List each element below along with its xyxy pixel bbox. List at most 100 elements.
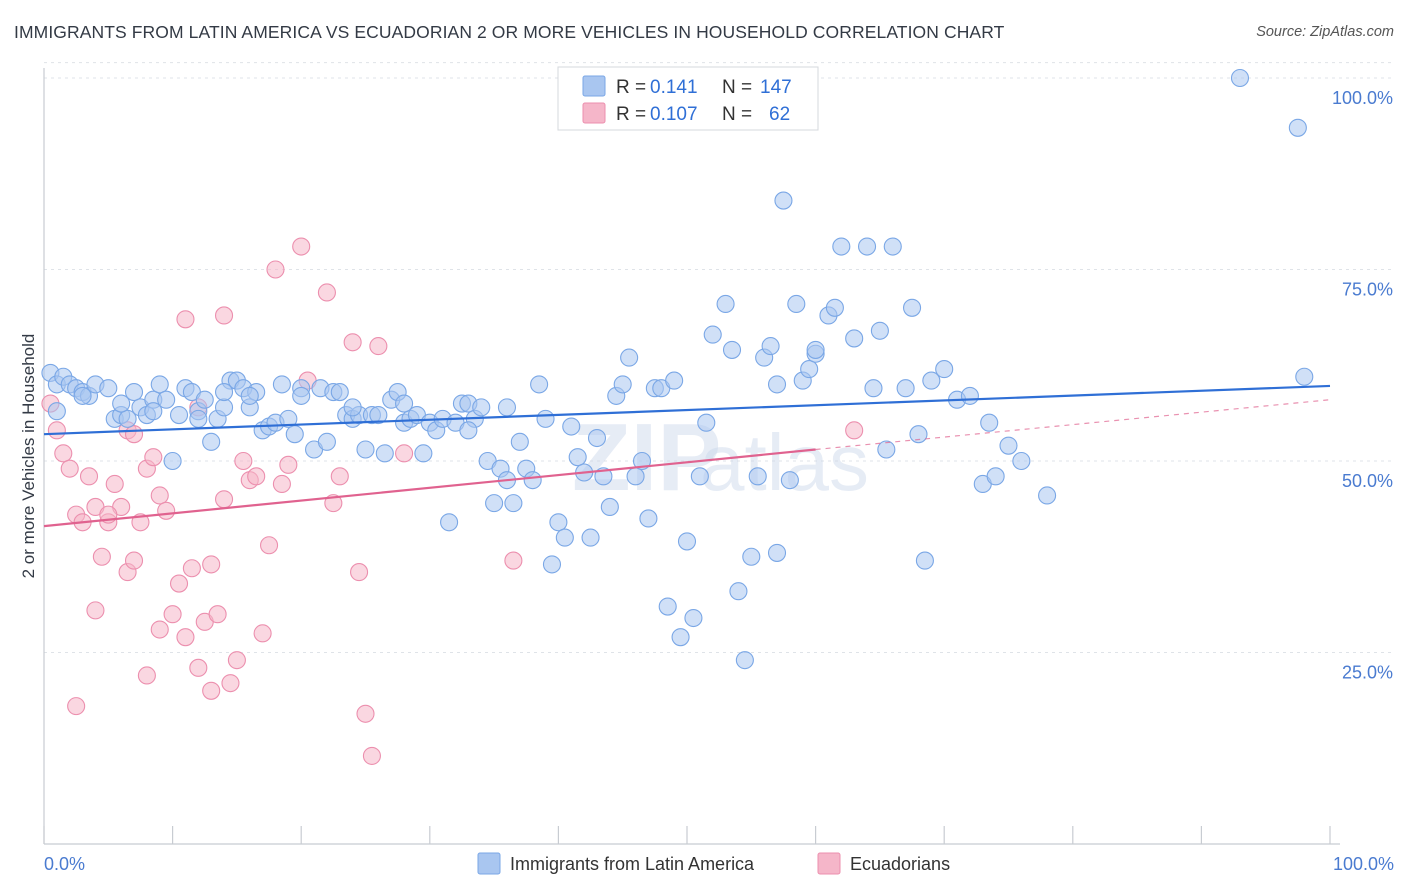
data-point-immigrants [343,398,362,417]
data-point-immigrants [150,375,169,394]
data-point-immigrants [845,329,864,348]
data-point-immigrants [864,379,883,398]
data-point-ecuadorians [395,444,414,463]
data-point-immigrants [356,440,375,459]
data-point-ecuadorians [247,467,266,486]
data-point-ecuadorians [253,624,272,643]
axes [43,68,1340,845]
data-point-immigrants [144,402,163,421]
data-point-ecuadorians [157,501,176,520]
data-point-immigrants [555,528,574,547]
data-point-immigrants [600,497,619,517]
data-point-immigrants [716,294,735,314]
data-point-immigrants [542,555,562,574]
data-point-immigrants [922,371,941,390]
data-point-immigrants [523,471,542,490]
data-point-immigrants [896,379,915,398]
data-point-immigrants [581,528,600,547]
data-point-immigrants [877,440,896,459]
data-point-immigrants [292,386,311,405]
data-point-immigrants [549,513,568,532]
data-point-ecuadorians [60,459,79,478]
data-point-immigrants [613,375,632,394]
series-ecuadorians [41,237,864,765]
data-point-immigrants [562,417,581,436]
data-point-immigrants [169,405,189,425]
data-point-immigrants [780,471,799,490]
data-point-ecuadorians [79,467,99,486]
data-point-ecuadorians [176,310,195,329]
legend-bottom-label-blue: Immigrants from Latin America [510,854,755,874]
data-point-immigrants [587,428,607,448]
y-axis-title: 2 or more Vehicles in Household [19,334,38,579]
data-point-ecuadorians [67,697,86,716]
data-point-ecuadorians [272,474,291,494]
data-point-ecuadorians [202,681,221,700]
legend-r-label-2: R = [616,104,646,125]
data-point-immigrants [414,444,433,463]
data-point-immigrants [214,398,234,417]
y-tick-label: 75.0% [1342,280,1393,300]
data-point-immigrants [620,348,639,367]
y-tick-label: 25.0% [1342,663,1393,683]
data-point-immigrants [697,413,716,432]
legend-n-value-2: 62 [769,104,790,125]
data-point-immigrants [504,494,523,513]
data-point-immigrants [459,421,478,440]
data-point-ecuadorians [330,467,349,486]
trend-line-ecuadorians [43,448,816,528]
data-point-ecuadorians [124,425,144,444]
data-point-immigrants [774,191,793,210]
data-point-immigrants [735,651,754,670]
data-point-immigrants [195,390,214,409]
data-point-immigrants [395,394,414,413]
y-tick-label: 50.0% [1342,471,1393,491]
data-point-immigrants [530,375,549,394]
data-point-immigrants [626,467,645,486]
data-point-immigrants [980,413,999,432]
data-point-ecuadorians [150,486,169,505]
legend-n-label-1: N = [722,77,752,98]
data-point-immigrants [935,360,954,379]
data-point-immigrants [761,337,780,356]
x-tick-label-left: 0.0% [44,854,85,874]
data-point-ecuadorians [202,555,221,574]
data-point-immigrants [73,386,92,405]
data-point-ecuadorians [144,448,163,467]
data-point-immigrants [118,409,137,428]
data-point-immigrants [870,321,889,340]
data-point-ecuadorians [221,674,240,693]
data-point-immigrants [825,298,844,317]
data-point-ecuadorians [208,605,227,624]
data-point-ecuadorians [169,574,189,593]
data-point-immigrants [317,432,336,451]
data-point-immigrants [960,386,979,405]
trend-lines [43,384,1331,528]
data-point-immigrants [658,597,677,616]
source-label: Source: ZipAtlas.com [1256,24,1394,40]
series-immigrants-latin-america [41,68,1314,670]
data-point-immigrants [214,383,234,402]
watermark: ZIP atlas [572,404,869,511]
data-point-immigrants [440,513,459,532]
data-point-immigrants [690,467,709,486]
data-point-ecuadorians [163,605,182,624]
data-point-immigrants [375,444,394,463]
legend-bottom-label-pink: Ecuadorians [850,854,950,874]
data-point-ecuadorians [137,666,156,685]
data-point-immigrants [157,390,176,409]
data-point-immigrants [1230,68,1250,88]
data-point-immigrants [202,432,221,451]
x-tick-label-right: 100.0% [1333,854,1394,874]
data-point-immigrants [800,360,819,379]
data-point-ecuadorians [124,551,144,570]
data-point-immigrants [536,409,555,428]
data-point-immigrants [857,237,877,256]
data-point-ecuadorians [845,421,864,440]
trend-line-ecuadorians-extension [815,399,1331,451]
data-point-immigrants [189,409,208,428]
data-point-ecuadorians [266,260,285,279]
data-point-immigrants [999,436,1018,455]
data-point-immigrants [279,409,298,428]
data-point-ecuadorians [182,559,201,578]
